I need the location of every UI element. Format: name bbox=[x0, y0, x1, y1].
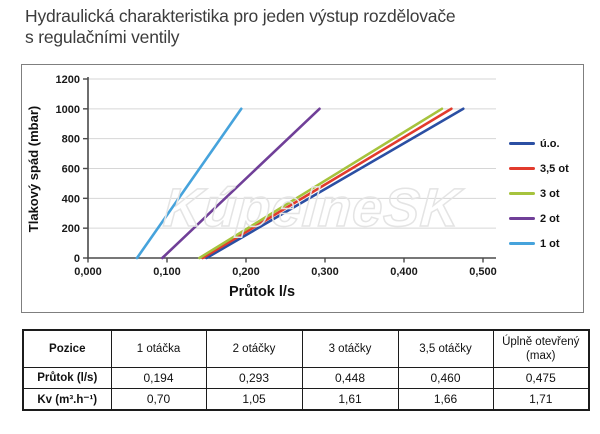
table-header-pozice: Pozice bbox=[22, 329, 112, 368]
x-tick-label: 0,000 bbox=[74, 266, 102, 278]
series-line-2 ot bbox=[161, 107, 321, 260]
chart-plot: 0 200 400 600 800 1000 1200 0,000 0,100 0,200 0,30… bbox=[26, 74, 497, 300]
legend-item: 1 ot bbox=[509, 237, 569, 250]
series-line-3,5 ot bbox=[201, 107, 453, 260]
chart-legend: ú.o. 3,5 ot 3 ot 2 ot 1 ot bbox=[509, 137, 569, 250]
table-cell: 0,70 bbox=[110, 388, 207, 411]
table-cell: 0,293 bbox=[205, 367, 303, 389]
x-tick-label: 0,100 bbox=[153, 266, 181, 278]
legend-line-swatch bbox=[509, 241, 535, 246]
table-cell: 0,448 bbox=[301, 367, 399, 389]
legend-line-swatch bbox=[509, 191, 535, 196]
table-header-max: Úplně otevřený (max) bbox=[492, 329, 590, 368]
x-tick-label: 0,200 bbox=[232, 266, 260, 278]
table-row: Kv (m³.h⁻¹) 0,70 1,05 1,61 1,66 1,71 bbox=[22, 388, 590, 411]
table-rowlabel-kv: Kv (m³.h⁻¹) bbox=[22, 388, 112, 411]
table-cell: 1,61 bbox=[301, 388, 399, 411]
series-line-1 ot bbox=[135, 107, 243, 260]
table-cell: 0,475 bbox=[492, 367, 590, 389]
table-cell: 1,71 bbox=[492, 388, 590, 411]
table-header-1ot: 1 otáčka bbox=[110, 329, 207, 368]
legend-label: 2 ot bbox=[540, 212, 560, 225]
data-table: Pozice 1 otáčka 2 otáčky 3 otáčky 3,5 ot… bbox=[22, 329, 590, 411]
table-cell: 0,460 bbox=[397, 367, 494, 389]
table-header-35ot: 3,5 otáčky bbox=[397, 329, 494, 368]
table-row: Průtok (l/s) 0,194 0,293 0,448 0,460 0,4… bbox=[22, 367, 590, 389]
x-axis-title: Průtok l/s bbox=[229, 284, 295, 300]
legend-label: 3 ot bbox=[540, 187, 560, 200]
table-rowlabel-prutok: Průtok (l/s) bbox=[22, 367, 112, 389]
y-tick-label: 1000 bbox=[56, 104, 80, 116]
table-cell: 1,05 bbox=[205, 388, 303, 411]
legend-line-swatch bbox=[509, 166, 535, 171]
legend-item: 3,5 ot bbox=[509, 162, 569, 175]
page-title: Hydraulická charakteristika pro jeden vý… bbox=[25, 6, 590, 48]
table-header-row: Pozice 1 otáčka 2 otáčky 3 otáčky 3,5 ot… bbox=[22, 329, 590, 368]
y-tick-label: 800 bbox=[62, 134, 80, 146]
table-cell: 0,194 bbox=[110, 367, 207, 389]
y-tick-label: 200 bbox=[62, 223, 80, 235]
legend-item: 2 ot bbox=[509, 212, 569, 225]
y-tick-label: 600 bbox=[62, 164, 80, 176]
legend-line-swatch bbox=[509, 216, 535, 221]
series-line-ú.o. bbox=[205, 107, 465, 260]
series-line-3 ot bbox=[198, 107, 444, 260]
table-cell: 1,66 bbox=[397, 388, 494, 411]
y-tick-label: 400 bbox=[62, 193, 80, 205]
legend-item: 3 ot bbox=[509, 187, 569, 200]
table-header-2ot: 2 otáčky bbox=[205, 329, 303, 368]
x-tick-label: 0,500 bbox=[469, 266, 497, 278]
legend-label: ú.o. bbox=[540, 137, 560, 150]
y-tick-label: 1200 bbox=[56, 74, 80, 86]
x-tick-label: 0,300 bbox=[311, 266, 339, 278]
legend-line-swatch bbox=[509, 141, 535, 146]
table-header-3ot: 3 otáčky bbox=[301, 329, 399, 368]
legend-item: ú.o. bbox=[509, 137, 569, 150]
y-axis-title: Tlakový spád (mbar) bbox=[26, 106, 41, 232]
x-tick-label: 0,400 bbox=[390, 266, 418, 278]
legend-label: 3,5 ot bbox=[540, 162, 569, 175]
y-tick-label: 0 bbox=[74, 253, 80, 265]
chart: 0 200 400 600 800 1000 1200 0,000 0,100 0,200 0,30… bbox=[21, 64, 584, 313]
legend-label: 1 ot bbox=[540, 237, 560, 250]
page-title-line2: s regulačními ventily bbox=[25, 27, 180, 47]
page-title-line1: Hydraulická charakteristika pro jeden vý… bbox=[25, 6, 456, 26]
